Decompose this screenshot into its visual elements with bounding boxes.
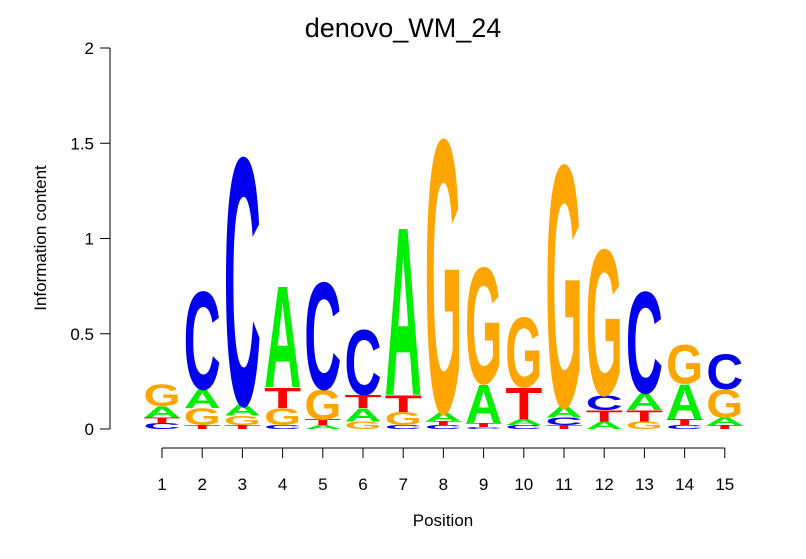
logo-letter-g: G xyxy=(586,207,623,440)
x-tick-label: 3 xyxy=(238,475,247,494)
logo-letter-g: G xyxy=(304,381,341,429)
logo-letter-c: C xyxy=(144,422,181,431)
logo-letter-t: T xyxy=(425,421,462,427)
logo-letter-t: T xyxy=(184,424,221,430)
y-axis: 0 0.5 1 1.5 2 xyxy=(70,39,111,439)
x-tick-label: 7 xyxy=(398,475,407,494)
logo-letter-a: A xyxy=(344,405,381,426)
logo-letter-t: T xyxy=(344,392,381,413)
logo-letter-g: G xyxy=(345,420,382,432)
logo-letter-a: A xyxy=(184,384,221,414)
logo-letter-g: G xyxy=(546,94,583,481)
logo-letter-c: C xyxy=(545,416,582,428)
x-tick-label: 2 xyxy=(197,475,206,494)
logo-letter-t: T xyxy=(465,422,502,428)
logo-letter-g: G xyxy=(184,404,221,431)
logo-letter-a: A xyxy=(144,404,181,422)
x-axis-label: Position xyxy=(413,511,473,530)
logo-letter-c: C xyxy=(224,84,261,480)
logo-letter-t: T xyxy=(143,416,180,425)
x-tick-label: 15 xyxy=(715,475,734,494)
logo-letter-t: T xyxy=(666,418,703,427)
y-tick-label: 0.5 xyxy=(70,325,94,344)
x-axis: 1 2 3 4 5 6 7 8 9 10 11 12 13 14 15 xyxy=(157,447,734,494)
x-tick-label: 8 xyxy=(439,475,448,494)
logo-letter-a: A xyxy=(666,374,703,430)
logo-letter-c: C xyxy=(706,343,743,399)
logo-letter-c: C xyxy=(304,251,341,423)
logo-letter-t: T xyxy=(706,424,743,430)
logo-letter-t: T xyxy=(264,382,301,414)
logo-letter-t: T xyxy=(385,390,422,417)
x-tick-label: 1 xyxy=(157,475,166,494)
logo-letter-a: A xyxy=(425,409,462,424)
x-tick-label: 11 xyxy=(555,475,573,494)
logo-letter-t: T xyxy=(546,424,583,430)
logo-letter-a: A xyxy=(586,420,623,432)
logo-letter-t: T xyxy=(586,407,623,425)
logo-letter-c: C xyxy=(385,424,422,430)
x-tick-label: 4 xyxy=(278,475,287,494)
logo-letter-a: A xyxy=(706,416,743,428)
logo-letter-a: A xyxy=(304,424,341,430)
logo-letter-g: G xyxy=(626,420,663,432)
x-tick-label: 6 xyxy=(358,475,367,494)
x-tick-label: 14 xyxy=(675,475,694,494)
logo-letter-c: C xyxy=(264,424,301,430)
x-tick-label: 5 xyxy=(318,475,327,494)
y-tick-label: 1 xyxy=(85,230,94,249)
y-axis-label: Information content xyxy=(31,165,50,311)
logo-letter-t: T xyxy=(224,424,261,430)
logo-letter-g: G xyxy=(706,382,743,426)
logo-letter-g: G xyxy=(425,59,462,496)
logo-letter-t: T xyxy=(626,407,663,425)
x-tick-label: 9 xyxy=(479,475,488,494)
logo-letter-g: G xyxy=(505,296,542,408)
logo-letter-t: T xyxy=(304,418,341,427)
logo-letter-c: C xyxy=(505,424,542,430)
logo-letter-g: G xyxy=(144,377,181,413)
logo-letter-c: C xyxy=(184,263,221,420)
logo-letter-c: C xyxy=(586,392,623,415)
x-tick-label: 10 xyxy=(514,475,533,494)
logo-letter-g: G xyxy=(385,408,422,429)
logo-letter-g: G xyxy=(666,333,703,395)
logo-letter-c: C xyxy=(666,424,703,430)
logo-letter-a: A xyxy=(465,374,502,435)
y-tick-label: 1.5 xyxy=(70,134,94,153)
x-tick-label: 13 xyxy=(635,475,654,494)
logo-letter-a: A xyxy=(626,389,663,415)
logo-letter-a: A xyxy=(546,404,583,422)
logo-letter-g: G xyxy=(224,413,261,428)
logo-letter-a: A xyxy=(224,402,261,420)
logo-letter-g: G xyxy=(465,232,502,418)
logo-letter-c: C xyxy=(626,262,663,425)
logo-letter-a: A xyxy=(505,418,542,427)
y-tick-label: 2 xyxy=(85,39,94,58)
logo-letter-t: T xyxy=(505,380,542,430)
chart-title: denovo_WM_24 xyxy=(305,13,502,43)
logo-letter-a: A xyxy=(385,176,422,446)
logo-letter-c: C xyxy=(425,424,462,430)
logo-letter-c: C xyxy=(465,427,502,430)
y-tick-label: 0 xyxy=(85,420,94,439)
logo-letter-g: G xyxy=(264,404,301,431)
logo-letter-c: C xyxy=(344,311,381,415)
x-tick-label: 12 xyxy=(595,475,614,494)
logo-letter-a: A xyxy=(264,256,301,419)
